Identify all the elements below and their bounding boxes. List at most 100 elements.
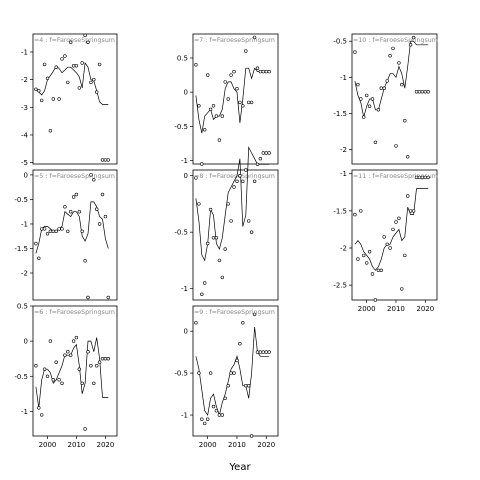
data-point <box>51 378 55 382</box>
data-point <box>414 175 419 180</box>
y-tick-label: 0.5 <box>17 303 28 311</box>
facet-panel: =7 : f=FaroeseSpringsum 0.5 0 -0.5 -1 <box>174 33 279 166</box>
data-point <box>39 227 44 231</box>
data-point <box>426 90 430 94</box>
y-tick-label: 0 <box>24 338 28 346</box>
data-point <box>86 295 90 300</box>
data-point <box>359 209 363 213</box>
data-point <box>394 220 398 224</box>
y-tick-label: -1 <box>21 48 28 56</box>
data-point <box>45 232 50 236</box>
y-tick-label: -4 <box>21 131 29 139</box>
data-point <box>420 90 424 94</box>
data-point <box>373 298 378 302</box>
y-tick-label: 0.5 <box>177 54 188 62</box>
data-point <box>420 175 424 180</box>
x-tick-label: 2010 <box>228 441 246 449</box>
data-point <box>106 357 111 361</box>
data-point <box>255 66 260 70</box>
data-point <box>232 69 236 74</box>
data-point <box>365 93 369 98</box>
panel-frame <box>351 33 438 165</box>
data-point <box>45 374 50 378</box>
data-point <box>217 138 222 142</box>
data-point <box>97 360 102 364</box>
data-point <box>200 417 204 421</box>
y-tick-label: 0 <box>184 328 188 336</box>
data-point <box>373 140 378 145</box>
x-axis-title: Year <box>228 462 251 473</box>
y-tick-label: -2 <box>340 146 347 154</box>
data-point <box>68 40 73 44</box>
data-point <box>214 409 219 413</box>
data-point <box>77 86 82 90</box>
panel-frame <box>192 305 279 437</box>
facet-panels: =4 : f=FaroeseSpringsum -1 -2 -3 -4 -5 =5 : f=… <box>14 33 438 449</box>
data-point <box>83 33 87 38</box>
panel-frame <box>192 169 279 301</box>
y-tick-label: -1 <box>21 220 28 228</box>
data-point <box>241 179 245 184</box>
data-point <box>63 205 67 209</box>
data-point <box>48 129 53 133</box>
data-point <box>48 339 53 343</box>
data-point <box>57 227 61 231</box>
data-point <box>408 43 413 47</box>
data-point <box>394 144 398 148</box>
data-point <box>400 82 404 87</box>
data-point <box>241 104 245 108</box>
data-point <box>229 219 233 223</box>
y-tick-label: -2 <box>340 245 347 253</box>
panel-strip-label: =8 : f=FaroeseSpringsum <box>194 173 275 180</box>
data-point <box>37 88 41 93</box>
data-point <box>382 235 386 239</box>
data-point <box>103 214 108 219</box>
trend-line <box>195 67 270 134</box>
data-point <box>57 97 61 101</box>
data-point <box>220 413 225 417</box>
data-point <box>34 241 38 246</box>
data-point <box>249 230 254 234</box>
data-point <box>208 107 213 112</box>
data-point <box>74 64 79 68</box>
data-point <box>414 90 419 94</box>
panel-frame <box>32 33 118 165</box>
data-point <box>42 227 47 231</box>
data-point <box>214 236 219 240</box>
data-point <box>206 241 210 246</box>
y-tick-label: -0.5 <box>174 370 188 378</box>
data-point <box>249 434 254 438</box>
data-point <box>80 381 84 385</box>
data-point <box>376 268 381 272</box>
data-point <box>80 229 84 234</box>
data-point <box>353 50 357 54</box>
data-point <box>244 168 248 172</box>
data-point <box>244 384 248 388</box>
data-point <box>197 104 201 108</box>
data-point <box>211 404 216 409</box>
data-point <box>203 128 207 132</box>
data-point <box>261 151 265 155</box>
data-point <box>89 364 93 368</box>
y-tick-label: -0.5 <box>333 38 347 46</box>
data-point <box>423 90 427 94</box>
data-point <box>261 350 265 354</box>
data-point <box>388 53 392 58</box>
data-point <box>71 64 76 68</box>
data-point <box>252 179 257 184</box>
data-point <box>249 100 254 105</box>
y-tick-label: 0 <box>24 171 28 179</box>
y-tick-label: -1 <box>181 412 188 420</box>
data-point <box>232 371 236 375</box>
data-point <box>89 80 93 85</box>
x-tick-label: 2000 <box>358 305 376 313</box>
data-point <box>100 192 105 197</box>
panel-frame <box>192 33 279 165</box>
data-point <box>385 79 389 83</box>
data-point <box>63 353 67 357</box>
panel-strip-label: =5 : f=FaroeseSpringsum <box>34 173 115 180</box>
data-point <box>238 174 242 178</box>
data-point <box>68 353 73 357</box>
data-point <box>83 259 87 263</box>
